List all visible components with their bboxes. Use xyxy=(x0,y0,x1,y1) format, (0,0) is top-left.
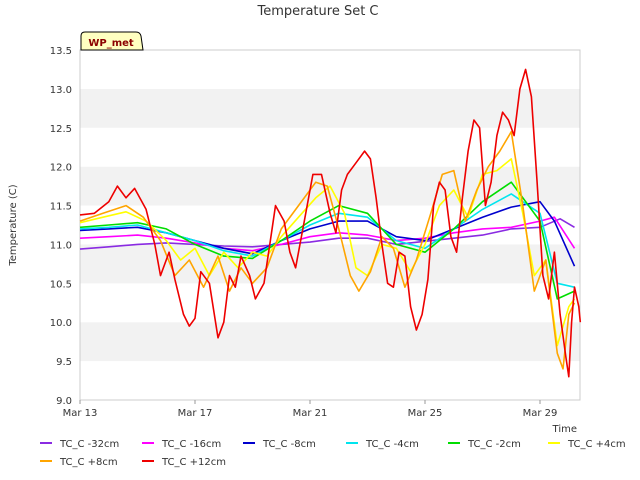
series-line-tc-c-8cm xyxy=(79,130,576,370)
x-axis-label: Time xyxy=(552,424,577,435)
legend-label: TC_C -2cm xyxy=(467,439,521,450)
x-tick-label: Mar 13 xyxy=(63,408,98,419)
y-tick-label: 9.5 xyxy=(56,357,72,368)
legend-label: TC_C +8cm xyxy=(59,457,118,468)
y-tick-label: 12.0 xyxy=(50,163,72,174)
legend: TC_C -32cm TC_C -16cm TC_C -8cm TC_C -4cm TC… xyxy=(40,439,626,468)
y-tick-label: 10.0 xyxy=(50,318,72,329)
y-tick-label: 9.0 xyxy=(56,396,72,407)
grid-band xyxy=(80,283,580,323)
x-tick-label: Mar 17 xyxy=(178,408,213,419)
legend-item: TC_C -16cm xyxy=(142,439,221,450)
series-line-tc-c-12cm xyxy=(79,68,582,378)
y-tick-label: 13.5 xyxy=(50,46,72,57)
grid-band xyxy=(80,244,580,284)
grid-band xyxy=(80,322,580,362)
y-axis-label: Temperature (C) xyxy=(8,184,19,266)
x-tick-label: Mar 25 xyxy=(408,408,443,419)
x-tick-label: Mar 21 xyxy=(293,408,328,419)
x-tick-label: Mar 29 xyxy=(523,408,558,419)
series-line-tc-c-16cm xyxy=(79,216,576,252)
y-tick-label: 12.5 xyxy=(50,124,72,135)
legend-label: TC_C +4cm xyxy=(567,439,626,450)
y-tick-label: 13.0 xyxy=(50,85,72,96)
y-axis-ticks: 9.0 9.5 10.0 10.5 11.0 11.5 12.0 12.5 13.0 13.5 xyxy=(50,46,72,407)
legend-item: TC_C -8cm xyxy=(243,439,316,450)
legend-item: TC_C -2cm xyxy=(448,439,521,450)
legend-label: TC_C -32cm xyxy=(59,439,119,450)
legend-label: TC_C +12cm xyxy=(161,457,226,468)
legend-item: TC_C +12cm xyxy=(142,457,226,468)
x-axis-ticks: Mar 13 Mar 17 Mar 21 Mar 25 Mar 29 xyxy=(63,400,558,419)
grid-bands xyxy=(80,50,580,400)
y-tick-label: 11.5 xyxy=(50,202,72,213)
legend-item: TC_C -32cm xyxy=(40,439,119,450)
wp-met-annotation: WP_met xyxy=(80,31,144,51)
legend-item: TC_C +8cm xyxy=(40,457,118,468)
legend-item: TC_C -4cm xyxy=(346,439,419,450)
legend-label: TC_C -8cm xyxy=(262,439,316,450)
grid-band xyxy=(80,127,580,167)
grid-band xyxy=(80,361,580,400)
series-line-tc-c-32cm xyxy=(79,218,575,250)
series-line-tc-c-4cm xyxy=(79,158,576,347)
grid-band xyxy=(80,88,580,128)
plot-frame xyxy=(79,49,581,401)
legend-label: TC_C -16cm xyxy=(161,439,221,450)
chart-title: Temperature Set C xyxy=(256,4,378,19)
y-tick-label: 10.5 xyxy=(50,279,72,290)
grid-band xyxy=(80,50,580,89)
y-tick-label: 11.0 xyxy=(50,240,72,251)
annotation-label: WP_met xyxy=(88,38,134,49)
legend-item: TC_C +4cm xyxy=(548,439,626,450)
series-lines xyxy=(79,68,582,378)
legend-label: TC_C -4cm xyxy=(365,439,419,450)
